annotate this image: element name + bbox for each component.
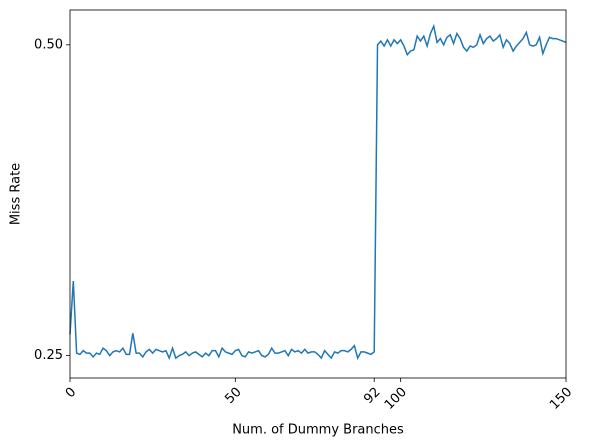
x-tick-label: 50	[222, 385, 244, 407]
x-tick-label: 0	[63, 385, 79, 401]
plot-frame	[69, 9, 567, 379]
y-tick-label: 0.50	[34, 37, 63, 52]
y-tick-label: 0.25	[34, 348, 63, 363]
x-axis-label: Num. of Dummy Branches	[232, 423, 404, 438]
x-tick-label: 92	[361, 385, 383, 407]
x-tick-label: 150	[547, 385, 575, 413]
y-axis-label: Miss Rate	[9, 163, 24, 225]
line-series	[69, 23, 567, 361]
x-tick-label: 100	[382, 385, 410, 413]
